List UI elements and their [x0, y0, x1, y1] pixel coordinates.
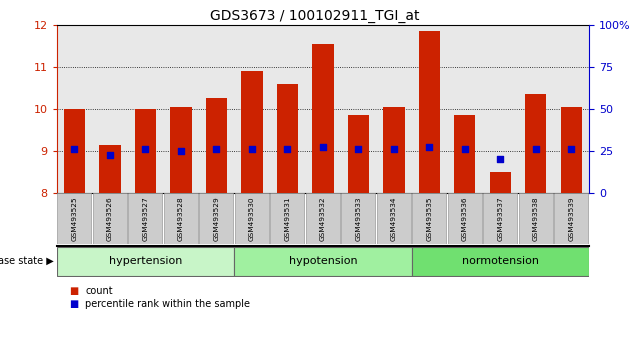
FancyBboxPatch shape [341, 193, 375, 244]
Text: GSM493529: GSM493529 [214, 196, 219, 241]
Point [176, 148, 186, 154]
Point [105, 152, 115, 158]
Point [353, 146, 364, 152]
Text: disease state ▶: disease state ▶ [0, 256, 54, 266]
Point [566, 146, 576, 152]
Text: GSM493532: GSM493532 [320, 196, 326, 241]
FancyBboxPatch shape [234, 247, 411, 276]
Bar [100, 144, 120, 193]
Bar [525, 94, 546, 193]
Bar [383, 107, 404, 193]
Bar [490, 172, 511, 193]
Text: GSM493537: GSM493537 [497, 196, 503, 241]
FancyBboxPatch shape [412, 193, 447, 244]
Text: ■: ■ [69, 286, 79, 296]
Point [424, 144, 434, 149]
FancyBboxPatch shape [554, 193, 588, 244]
Bar [241, 71, 263, 193]
Bar [561, 107, 582, 193]
Point [495, 156, 505, 162]
FancyBboxPatch shape [306, 193, 340, 244]
FancyBboxPatch shape [93, 193, 127, 244]
FancyBboxPatch shape [235, 193, 269, 244]
FancyBboxPatch shape [199, 193, 234, 244]
Bar [312, 44, 333, 193]
Point [318, 144, 328, 149]
Bar [64, 109, 85, 193]
Point [69, 146, 79, 152]
Text: GDS3673 / 100102911_TGI_at: GDS3673 / 100102911_TGI_at [210, 9, 420, 23]
FancyBboxPatch shape [164, 193, 198, 244]
Text: GSM493525: GSM493525 [71, 196, 77, 241]
Text: GSM493530: GSM493530 [249, 196, 255, 241]
Text: percentile rank within the sample: percentile rank within the sample [85, 299, 250, 309]
Point [211, 146, 221, 152]
Text: GSM493535: GSM493535 [427, 196, 432, 241]
Text: hypotension: hypotension [289, 256, 357, 266]
Text: GSM493531: GSM493531 [284, 196, 290, 241]
Text: GSM493536: GSM493536 [462, 196, 468, 241]
FancyBboxPatch shape [57, 247, 234, 276]
Bar [170, 107, 192, 193]
Text: ■: ■ [69, 299, 79, 309]
Point [282, 146, 292, 152]
Point [460, 146, 470, 152]
Bar [277, 84, 298, 193]
Text: GSM493526: GSM493526 [107, 196, 113, 241]
Bar [419, 31, 440, 193]
FancyBboxPatch shape [377, 193, 411, 244]
Point [247, 146, 257, 152]
Text: normotension: normotension [462, 256, 539, 266]
Text: GSM493533: GSM493533 [355, 196, 362, 241]
FancyBboxPatch shape [518, 193, 553, 244]
FancyBboxPatch shape [57, 193, 91, 244]
Bar [454, 115, 476, 193]
Text: GSM493538: GSM493538 [533, 196, 539, 241]
FancyBboxPatch shape [411, 247, 589, 276]
Text: GSM493528: GSM493528 [178, 196, 184, 241]
Bar [135, 109, 156, 193]
Text: hypertension: hypertension [109, 256, 182, 266]
Point [140, 146, 151, 152]
FancyBboxPatch shape [483, 193, 517, 244]
Point [389, 146, 399, 152]
Text: count: count [85, 286, 113, 296]
Bar [348, 115, 369, 193]
FancyBboxPatch shape [270, 193, 304, 244]
FancyBboxPatch shape [448, 193, 482, 244]
Text: GSM493527: GSM493527 [142, 196, 149, 241]
Text: GSM493534: GSM493534 [391, 196, 397, 241]
Bar [206, 98, 227, 193]
Text: GSM493539: GSM493539 [568, 196, 575, 241]
Point [530, 146, 541, 152]
FancyBboxPatch shape [129, 193, 163, 244]
